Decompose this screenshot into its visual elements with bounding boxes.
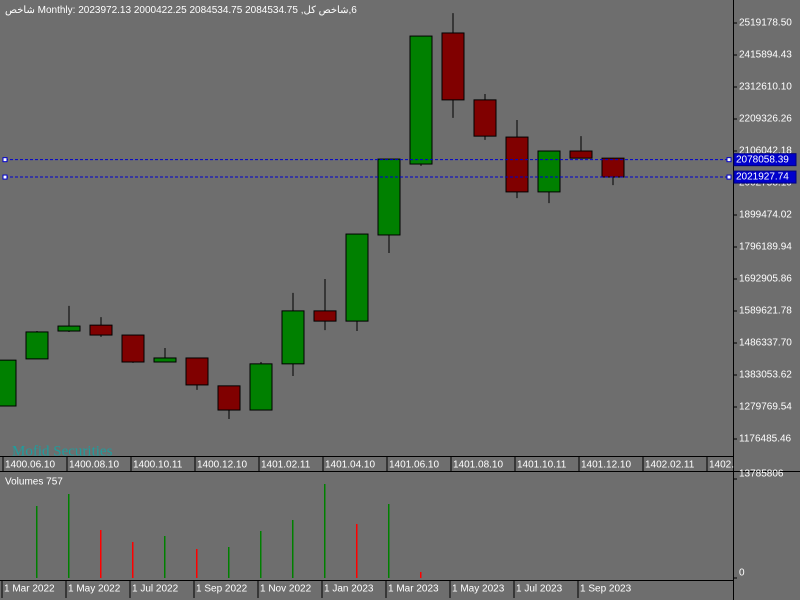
volume-bar [356, 523, 358, 578]
candle-body [25, 331, 49, 360]
y-tick-label: 1692905.86 [739, 274, 792, 285]
y-tick-label: 1899474.02 [739, 210, 792, 221]
y-tick-label: 1589621.78 [739, 306, 792, 317]
x-tick-label: 1 Sep 2022 [196, 584, 248, 595]
line-handle [2, 157, 8, 163]
y-tick-label: 2415894.43 [739, 50, 792, 61]
volume-bar [164, 535, 166, 578]
candle-body [185, 357, 209, 386]
y-tick-label: 2519178.50 [739, 18, 792, 29]
candle-body [0, 359, 17, 407]
x-tick-label: 1 May 2022 [68, 584, 121, 595]
x-tick-label: 1 Nov 2022 [260, 584, 312, 595]
price-label-box [733, 170, 797, 184]
x-tick-label: 1401.08.10 [453, 460, 503, 471]
chart-title: 6,شاخص کل, Monthly: 2023972.13 2000422.2… [5, 5, 357, 16]
candle-body [281, 310, 305, 365]
candle-body [473, 99, 497, 137]
x-tick-label: 1401.02.11 [261, 460, 311, 471]
x-tick-label: 1400.06.10 [5, 460, 55, 471]
y-tick-label: 13785806 [739, 469, 784, 480]
volume-bar [292, 519, 294, 578]
x-tick-label: 1 Sep 2023 [580, 584, 632, 595]
candle-body [57, 325, 81, 332]
y-tick-label: 2106042.18 [739, 146, 792, 157]
line-handle [726, 174, 732, 180]
volume-bar [228, 546, 230, 578]
x-tick-label: 1402.02.11 [645, 460, 695, 471]
candle-body [601, 157, 625, 178]
price-label: 2021927.74 [736, 172, 789, 183]
candle-body [89, 324, 113, 336]
x-tick-label: 1 May 2023 [452, 584, 505, 595]
candle-body [441, 32, 465, 101]
title-suffix: شاخص [5, 5, 35, 16]
x-tick-label: 1 Jul 2022 [132, 584, 179, 595]
x-tick-label: 1401.04.10 [325, 460, 375, 471]
x-tick-label: 1401.06.10 [389, 460, 439, 471]
volume-bar [196, 549, 198, 578]
volume-bar [388, 504, 390, 578]
y-tick-label: 1486337.70 [739, 338, 792, 349]
x-tick-label: 1 Mar 2023 [388, 584, 439, 595]
volume-bar [68, 494, 70, 578]
candle-body [537, 150, 561, 193]
x-tick-label: 1400.12.10 [197, 460, 247, 471]
x-tick-label: 1 Jan 2023 [324, 584, 374, 595]
x-tick-label: 1402. [709, 460, 734, 471]
volume-bar [100, 530, 102, 578]
x-tick-label: 1 Jul 2023 [516, 584, 563, 595]
title-value: 2084534.75 [245, 5, 298, 16]
y-tick-label: 2312610.10 [739, 82, 792, 93]
title-value: 2000422.25 [134, 5, 187, 16]
candle-body [121, 334, 145, 363]
title-value: 2084534.75 [189, 5, 242, 16]
candle-body [569, 150, 593, 159]
y-tick-label: 1176485.46 [739, 434, 792, 445]
volume-bar [324, 483, 326, 578]
volume-bar [420, 571, 422, 578]
x-tick-label: 1400.10.11 [133, 460, 183, 471]
candle-body [153, 357, 177, 363]
x-tick-label: 1401.10.11 [517, 460, 567, 471]
y-tick-label: 0 [739, 568, 745, 579]
line-handle [2, 174, 8, 180]
watermark: Mofid Securities [12, 443, 113, 459]
y-tick-label: 1279769.54 [739, 402, 792, 413]
price-label-box [733, 153, 797, 167]
candle-body [505, 136, 529, 193]
x-tick-label: 1 Mar 2022 [4, 584, 55, 595]
volume-bar [132, 542, 134, 578]
volume-title: Volumes 757 [5, 477, 63, 488]
y-tick-label: 1796189.94 [739, 242, 792, 253]
candle-body [377, 158, 401, 236]
price-label: 2078058.39 [736, 154, 789, 165]
x-tick-label: 1400.08.10 [69, 460, 119, 471]
y-tick-label: 1383053.62 [739, 370, 792, 381]
line-handle [726, 157, 732, 163]
title-value: 2023972.13 [78, 5, 131, 16]
volume-bar [260, 530, 262, 578]
candle-body [313, 310, 337, 322]
candle-body [409, 35, 433, 165]
candle-body [217, 385, 241, 411]
y-tick-label: 2209326.26 [739, 114, 792, 125]
volume-bar [36, 506, 38, 578]
x-tick-label: 1401.12.10 [581, 460, 631, 471]
candle-body [249, 363, 273, 411]
candle-body [345, 233, 369, 322]
